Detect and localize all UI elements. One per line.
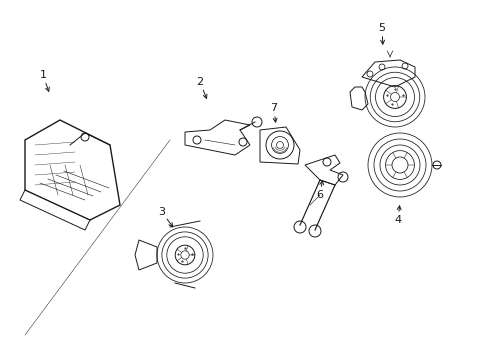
- Text: 3: 3: [158, 207, 165, 217]
- Text: 4: 4: [394, 215, 401, 225]
- Text: 6: 6: [316, 190, 323, 200]
- Text: 2: 2: [196, 77, 203, 87]
- Text: 1: 1: [40, 70, 46, 80]
- Text: 5: 5: [378, 23, 385, 33]
- Text: 7: 7: [270, 103, 277, 113]
